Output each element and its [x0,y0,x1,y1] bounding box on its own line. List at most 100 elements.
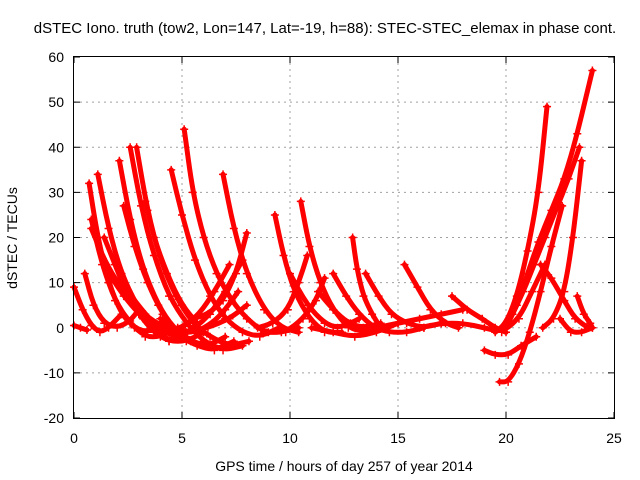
data-point-marker [206,332,215,341]
data-point-marker [588,323,597,332]
data-point-marker [93,170,102,179]
data-point-marker [242,228,251,237]
data-point-marker [173,328,182,337]
data-point-marker [514,359,523,368]
data-point-marker [190,256,199,265]
data-point-marker [298,314,307,323]
data-point-marker [387,310,396,319]
data-point-marker [577,156,586,165]
y-tick-label: -10 [44,365,64,381]
data-point-marker [547,274,556,283]
series-pass-26 [315,289,384,330]
data-point-marker [199,233,208,242]
data-point-marker [253,323,262,332]
data-point-marker [564,174,573,183]
data-point-marker [180,125,189,134]
x-tick-label: 10 [282,430,298,446]
data-point-marker [279,251,288,260]
data-point-marker [87,224,96,233]
data-point-marker [85,179,94,188]
data-point-marker [188,188,197,197]
data-point-marker [579,310,588,319]
data-point-marker [219,346,228,355]
data-point-marker [264,328,273,337]
data-point-marker [242,301,251,310]
data-point-marker [314,287,323,296]
data-point-marker [78,305,87,314]
data-point-marker [536,260,545,269]
data-point-marker [514,314,523,323]
data-point-marker [573,292,582,301]
data-point-marker [208,319,217,328]
data-point-marker [575,143,584,152]
data-point-marker [437,310,446,319]
data-point-marker [540,233,549,242]
data-point-marker [294,328,303,337]
data-point-marker [307,323,316,332]
data-point-marker [158,328,167,337]
data-point-marker [102,265,111,274]
data-point-marker [504,350,513,359]
data-point-marker [504,377,513,386]
data-point-marker [76,323,85,332]
data-point-marker [219,170,228,179]
series-pass-27 [330,271,427,335]
data-point-marker [219,296,228,305]
data-point-marker [413,283,422,292]
data-point-marker [149,328,158,337]
data-point-marker [480,323,489,332]
data-point-marker [188,314,197,323]
data-point-marker [89,301,98,310]
series-pass-12 [142,198,200,326]
data-point-marker [344,319,353,328]
data-point-marker [100,319,109,328]
data-point-marker [136,201,145,210]
data-point-marker [199,337,208,346]
series-pass-37 [492,104,550,335]
data-point-marker [495,377,504,386]
data-point-marker [586,319,595,328]
data-point-marker [95,328,104,337]
data-point-marker [560,296,569,305]
series-pass-41 [538,262,591,331]
data-point-marker [329,305,338,314]
data-point-marker [415,323,424,332]
x-tick-label: 20 [498,430,514,446]
series-pass-18 [157,289,241,335]
data-point-marker [361,269,370,278]
data-point-marker [167,165,176,174]
series-pass-28 [350,235,384,331]
data-point-marker [566,328,575,337]
series-pass-03 [82,271,142,329]
data-point-marker [519,287,528,296]
data-point-marker [400,260,409,269]
data-point-marker [491,328,500,337]
data-series-group [70,66,597,386]
data-point-marker [320,274,329,283]
data-point-marker [175,332,184,341]
data-point-marker [193,341,202,350]
data-point-marker [178,210,186,219]
data-point-marker [283,305,292,314]
data-point-marker [523,247,532,256]
data-point-marker [124,287,132,296]
data-point-marker [577,328,586,337]
x-tick-label: 25 [606,430,622,446]
data-point-marker [238,328,247,337]
data-point-marker [329,328,338,337]
data-point-marker [448,292,456,301]
y-tick-label: 50 [48,94,64,110]
data-point-marker [100,233,109,242]
series-pass-14 [181,126,302,335]
data-point-marker [221,305,230,314]
data-point-marker [268,319,277,328]
data-point-marker [111,296,120,305]
data-point-marker [348,233,357,242]
data-point-marker [87,321,96,330]
data-point-marker [305,242,314,251]
data-point-marker [372,323,381,332]
series-pass-33 [449,293,509,335]
data-point-marker [113,323,122,332]
data-point-marker [491,350,500,359]
data-point-marker [165,337,174,346]
